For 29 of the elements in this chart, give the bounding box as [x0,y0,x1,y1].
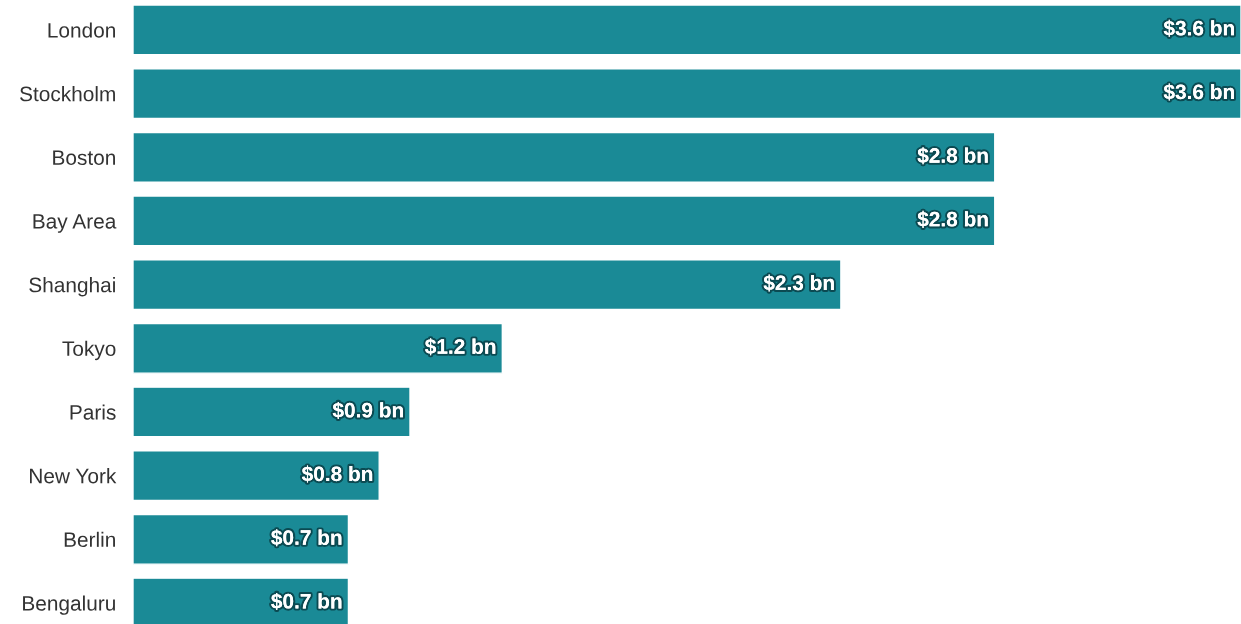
data-label: $0.7 bn [271,592,342,610]
y-tick-label: Bengaluru [23,595,115,615]
y-tick-label: Boston [53,150,115,166]
y-tick-label: Shanghai [29,277,115,297]
y-tick-label: Bay Area [33,214,117,233]
bar [133,322,504,374]
bar [133,4,1241,56]
data-label: $3.6 bn [1163,83,1234,101]
bar [133,259,842,311]
bar [133,195,996,247]
bar [133,386,411,438]
y-tick-label: London [48,22,115,38]
data-label: $3.6 bn [1163,19,1234,37]
bar [133,513,350,565]
bar [133,450,380,502]
y-tick-label: Paris [70,404,116,420]
y-tick-label: Tokyo [62,340,116,361]
data-label: $2.8 bn [917,147,988,165]
y-tick-label: Stockholm [20,86,115,102]
data-label: $2.8 bn [917,210,988,228]
data-label: $0.8 bn [301,465,373,483]
data-label: $0.9 bn [332,401,403,419]
bar [133,68,1241,120]
data-label: $2.3 bn [763,274,834,292]
data-label: $1.2 bn [425,338,496,356]
data-label: $0.7 bn [271,529,342,547]
bar [133,131,996,183]
y-tick-label: New York [30,468,117,484]
y-tick-label: Berlin [64,531,115,548]
